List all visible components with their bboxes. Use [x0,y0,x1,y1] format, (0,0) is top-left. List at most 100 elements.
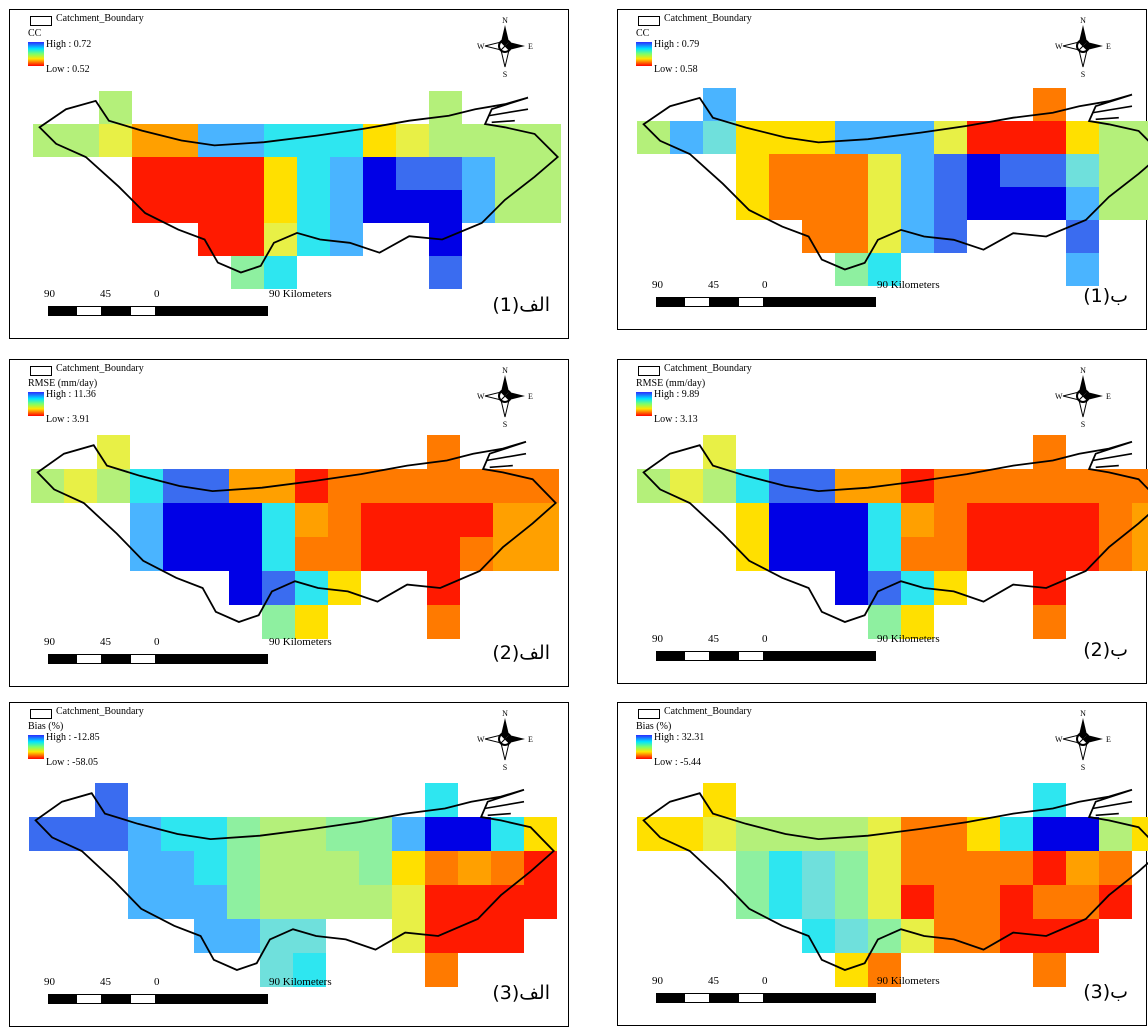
grid-cell [868,253,901,286]
scale-bar-segment [764,993,876,1003]
grid-cell [934,154,967,187]
grid-cell [769,187,802,220]
grid-cell [967,469,1000,503]
grid-cell [802,817,835,851]
grid-cell [227,817,260,851]
grid-cell [703,435,736,469]
grid-cell [736,154,769,187]
grid-cell [260,953,293,987]
boundary-spur [1092,800,1133,817]
scale-bar-segment [156,306,268,316]
grid-cell [934,851,967,885]
scale-bar-tick-label: 90 [652,633,663,645]
catchment-boundary-outline [38,96,560,274]
grid-cell [1033,154,1066,187]
grid-cell [194,851,227,885]
panel-label: (1)ب [1083,285,1128,307]
grid-cell [1000,469,1033,503]
grid-cell [66,124,99,157]
legend-title: Catchment_Boundary [56,363,144,374]
grid-cell [967,851,1000,885]
legend-low-value: Low : -58.05 [46,757,98,768]
grid-cell [392,885,425,919]
grid-cell [1000,537,1033,571]
grid-cell [1066,919,1099,953]
scale-bar-segment [764,297,876,307]
grid-cell [1033,187,1066,220]
grid-cell [1066,469,1099,503]
grid-cell [262,605,295,639]
grid-cell [670,121,703,154]
compass-s: S [1081,70,1085,78]
catchment-boundary-outline [642,788,1148,971]
grid-cell [868,605,901,639]
grid-cell [934,537,967,571]
grid-cell [528,124,561,157]
map-canvas [637,88,1148,286]
grid-cell [802,121,835,154]
catchment-boundary-outline [36,440,558,623]
legend-color-ramp [28,392,44,416]
grid-cell [427,605,460,639]
scale-bar-tick-label: 45 [100,976,111,988]
grid-cell [229,503,262,537]
grid-cell [1066,154,1099,187]
grid-cell [868,187,901,220]
grid-cell [528,190,561,223]
grid-cell [295,537,328,571]
grid-cell [231,124,264,157]
legend-low-value: Low : 3.91 [46,414,90,425]
catchment-boundary-outline [642,440,1148,623]
grid-cell [802,469,835,503]
grid-cell [901,817,934,851]
grid-cell [670,817,703,851]
scale-bar-tick-label: 90 Kilometers [877,633,940,645]
scale-bar-segment [130,994,156,1004]
grid-cell [328,537,361,571]
grid-cell [1066,537,1099,571]
grid-cell [802,537,835,571]
legend-title: Catchment_Boundary [664,363,752,374]
grid-cell [95,783,128,817]
grid-cell [868,154,901,187]
grid-cell [196,537,229,571]
grid-cell [64,469,97,503]
scale-bar-tick-label: 90 [44,976,55,988]
grid-cell [1000,817,1033,851]
grid-cell [901,605,934,639]
legend-low-value: Low : -5.44 [654,757,701,768]
panel-label-arabic: ب [1110,639,1128,661]
grid-cell [868,851,901,885]
legend-color-ramp [28,735,44,759]
grid-cell [262,503,295,537]
grid-cell [198,124,231,157]
compass-e: E [528,42,533,51]
scale-bar-segment [684,651,710,661]
legend-color-ramp [636,42,652,66]
grid-cell [1132,154,1148,187]
grid-cell [1033,435,1066,469]
grid-cell [460,537,493,571]
grid-cell [396,190,429,223]
compass-s: S [1081,763,1085,771]
grid-cell [1000,919,1033,953]
grid-cell [1132,503,1148,537]
scale-bar-segment [710,651,738,661]
grid-cell [868,537,901,571]
grid-cell [165,190,198,223]
grid-cell [295,469,328,503]
panel-label-arabic: ب [1110,981,1128,1003]
panel-label-number: (2) [492,642,520,664]
grid-cell [967,187,1000,220]
grid-cell [328,571,361,605]
compass-n: N [1080,16,1086,25]
scale-bar-segment [48,994,76,1004]
scale-bar-tick-label: 0 [762,975,768,987]
legend-low-value: Low : 0.58 [654,64,698,75]
grid-cell [462,190,495,223]
grid-cell [901,503,934,537]
grid-cell [637,121,670,154]
grid-cell [524,817,557,851]
grid-cell [262,537,295,571]
scale-bar-tick-label: 90 [652,279,663,291]
